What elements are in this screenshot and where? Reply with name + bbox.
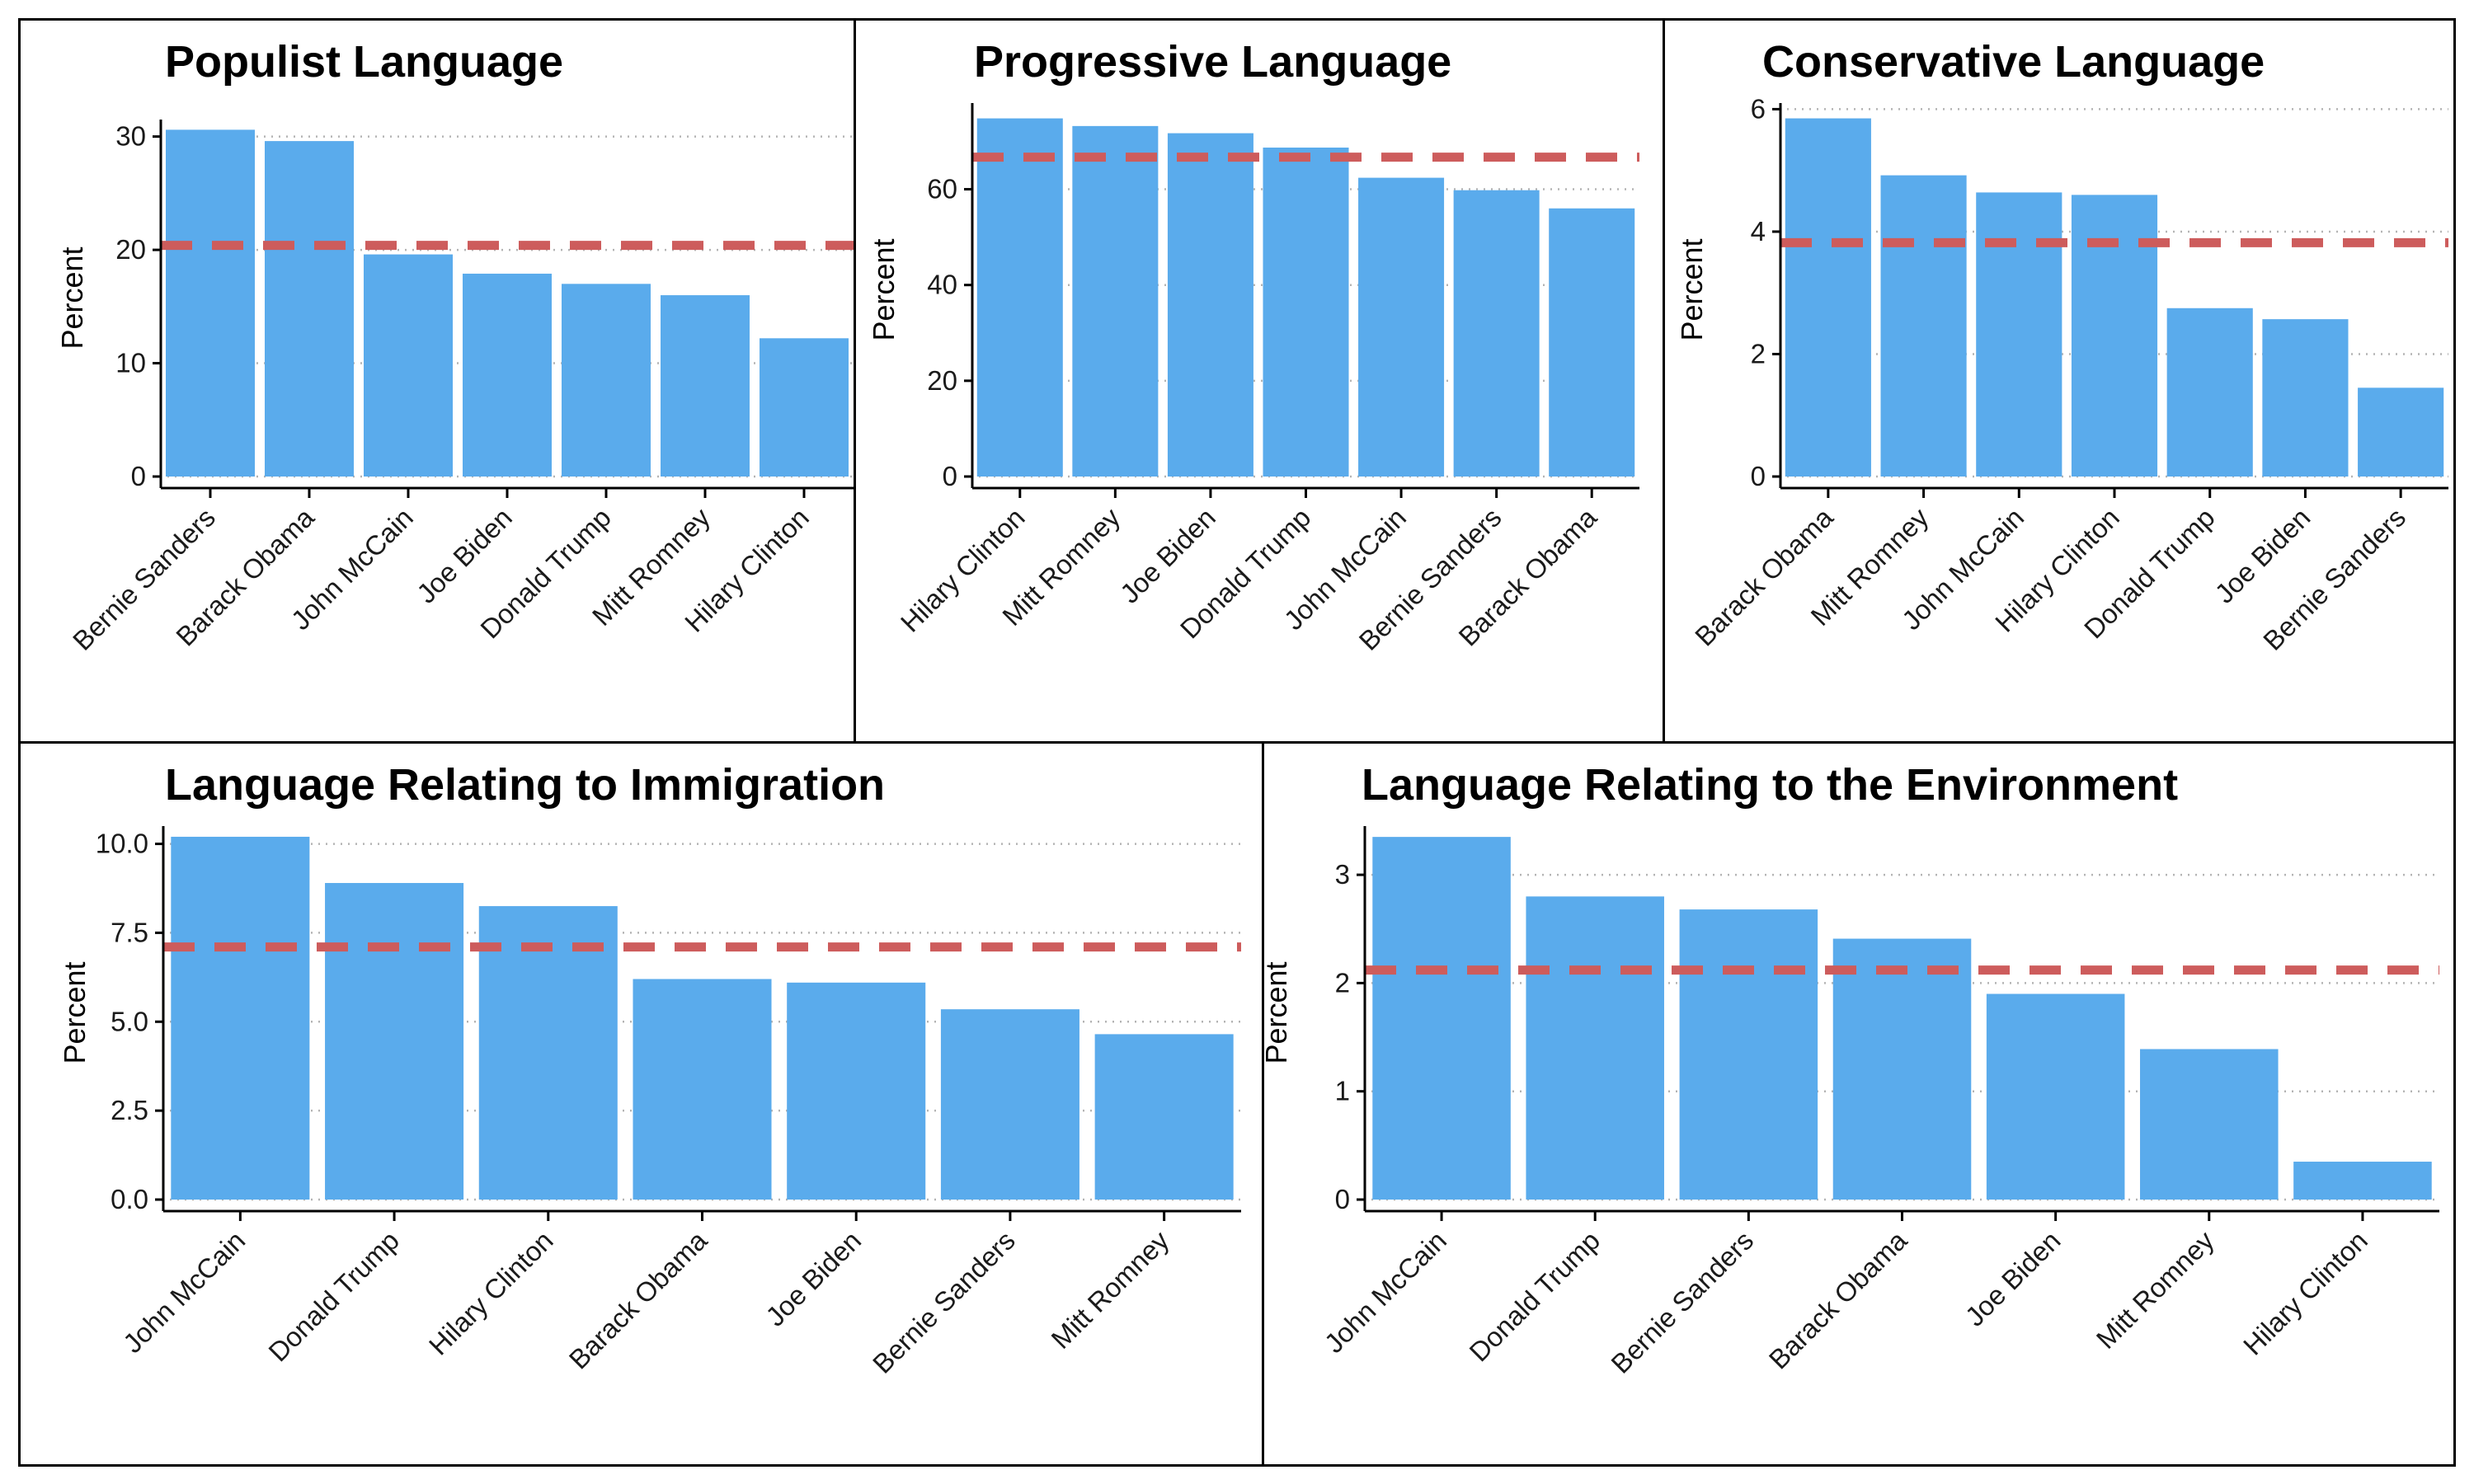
y-tick-label: 30 [115,121,146,152]
bar-john-mccain [1358,177,1445,477]
y-tick-label: 7.5 [111,917,148,947]
x-tick-label: Mitt Romney [2091,1224,2220,1354]
chart-svg: Progressive LanguagePercent0204060Hilary… [867,37,1639,656]
x-tick-label: Barack Obama [1689,501,1839,651]
chart-title: Progressive Language [974,37,1451,87]
bar-donald-trump [1526,896,1664,1200]
panel-populist: Populist Language Percent 0 10 20 30 Bernie Sa… [18,18,856,744]
bar-mitt-romney [1094,1034,1234,1200]
y-tick-label: 20 [927,365,957,396]
bar-hilary-clinton [478,906,618,1200]
bar-barack-obama [633,979,772,1200]
y-tick-label: 2.5 [111,1095,148,1125]
bar-barack-obama [1785,118,1871,477]
x-tick-label: Donald Trump [262,1225,405,1368]
bar-mitt-romney [1072,125,1159,477]
y-tick-label: 10 [115,348,146,378]
bar-hilary-clinton [760,338,849,477]
x-tick-label: Hilary Clinton [423,1225,559,1361]
bar-mitt-romney [1880,175,1967,477]
y-tick-label: 5.0 [111,1006,148,1036]
bar-barack-obama [265,141,354,477]
bar-bernie-sanders [940,1009,1079,1200]
x-tick-label: Mitt Romney [1045,1224,1174,1354]
bar-john-mccain [364,254,453,477]
chart-svg: Language Relating to the Environment Perc… [1264,760,2439,1379]
chart-svg: Language Relating to Immigration Percent 0… [58,760,1241,1379]
x-tick-label: John McCain [117,1225,251,1359]
y-axis-label: Percent [55,247,89,349]
bar-donald-trump [562,284,651,477]
bar-john-mccain [171,836,310,1200]
bar-bernie-sanders [1453,190,1540,477]
y-tick-label: 20 [115,234,146,265]
bar-bernie-sanders [2358,387,2444,477]
y-tick-label: 2 [1751,338,1766,369]
x-tick-label: Joe Biden [1959,1225,2067,1332]
chart-title: Language Relating to the Environment [1362,760,2178,810]
chart-title: Conservative Language [1762,37,2265,87]
y-tick-label: 6 [1751,93,1766,124]
y-tick-label: 0 [1751,461,1766,491]
y-tick-label: 0 [1335,1184,1350,1214]
x-tick-label: Bernie Sanders [867,1225,1021,1379]
bar-john-mccain [1372,837,1511,1200]
y-tick-label: 10.0 [96,829,148,859]
y-axis-label: Percent [867,238,901,340]
bar-donald-trump [2166,308,2253,477]
y-axis-label: Percent [1264,961,1293,1064]
y-tick-label: 2 [1335,967,1350,998]
bar-joe-biden [787,982,926,1200]
y-tick-label: 60 [927,174,957,204]
x-tick-label: Bernie Sanders [1605,1225,1759,1379]
y-tick-label: 0.0 [111,1184,148,1214]
panel-immigration: Language Relating to Immigration Percent 0… [18,741,1264,1467]
bar-joe-biden [1986,993,2125,1200]
x-tick-label: Joe Biden [760,1225,867,1332]
bar-bernie-sanders [1679,909,1818,1200]
bar-hilary-clinton [2071,195,2158,477]
bar-mitt-romney [661,295,750,477]
x-tick-label: Joe Biden [411,502,518,609]
y-tick-label: 0 [943,461,957,491]
chart-title: Language Relating to Immigration [165,760,885,810]
chart-svg: Conservative Language Percent 0 2 4 6 Barack O… [1675,37,2448,656]
bar-donald-trump [325,883,464,1200]
x-tick-label: John McCain [1319,1225,1452,1359]
panel-environment: Language Relating to the Environment Perc… [1262,741,2456,1467]
x-tick-label: Hilary Clinton [2237,1225,2373,1361]
chart-title: Populist Language [165,37,563,87]
panel-conservative: Conservative Language Percent 0 2 4 6 Barack O… [1663,18,2456,744]
y-tick-label: 40 [927,270,957,300]
y-tick-label: 4 [1751,216,1766,247]
y-axis-label: Percent [58,961,92,1064]
bar-donald-trump [1263,148,1349,477]
bar-barack-obama [1832,938,1972,1200]
bar-joe-biden [463,273,552,477]
bar-joe-biden [2262,319,2349,477]
bar-bernie-sanders [166,129,255,477]
y-tick-label: 0 [131,461,146,491]
x-tick-label: Barack Obama [1763,1224,1913,1374]
bar-hilary-clinton [976,118,1063,477]
bar-barack-obama [1549,208,1635,477]
y-axis-label: Percent [1675,238,1709,340]
bar-john-mccain [1976,192,2062,477]
x-tick-label: Donald Trump [1463,1225,1606,1368]
y-tick-label: 1 [1335,1076,1350,1106]
bar-joe-biden [1167,133,1253,477]
bar-mitt-romney [2140,1049,2279,1200]
x-tick-label: Barack Obama [563,1224,713,1374]
bar-hilary-clinton [2293,1162,2432,1200]
y-tick-label: 3 [1335,859,1350,890]
panel-progressive: Progressive Language Percent 0 20 40 60 Hilary… [854,18,1665,744]
